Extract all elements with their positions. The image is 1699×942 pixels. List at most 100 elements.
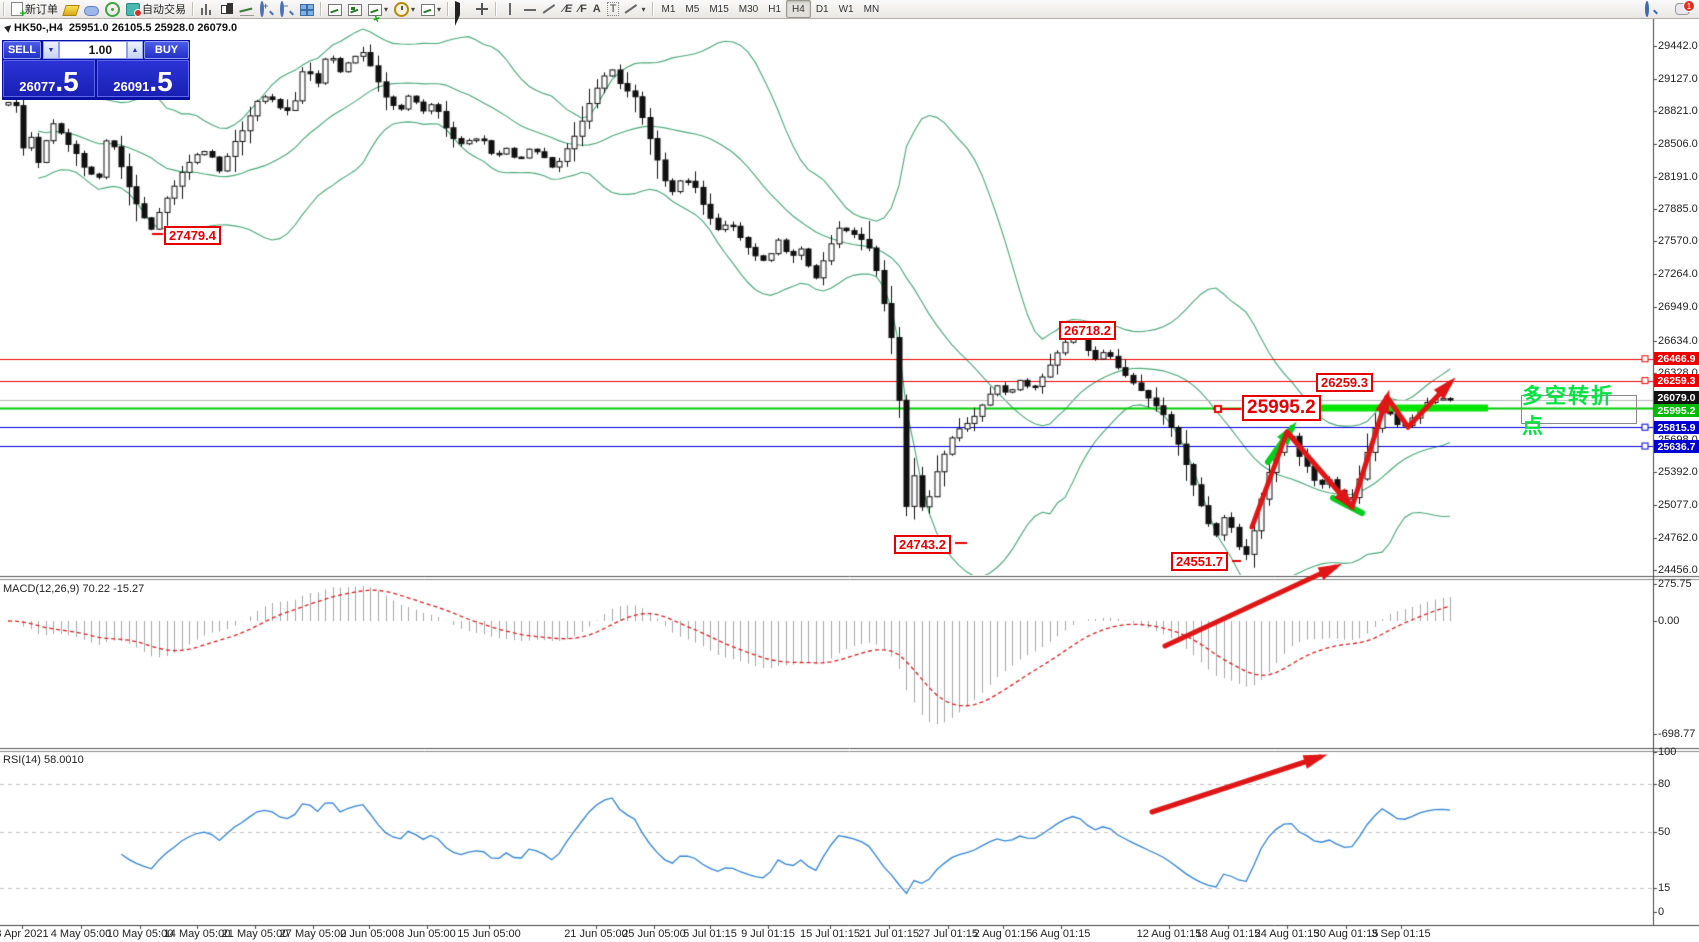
timeframe-m15[interactable]: M15 bbox=[709, 3, 729, 15]
toolbar-separator bbox=[447, 2, 450, 16]
signal-button[interactable] bbox=[102, 1, 123, 17]
annotation-text-object[interactable]: 多空转折点 bbox=[1521, 385, 1637, 438]
bar-chart-button[interactable] bbox=[197, 1, 217, 17]
fibonacci-icon: ⁄F bbox=[578, 3, 587, 15]
sell-button[interactable]: SELL bbox=[3, 41, 41, 59]
auto-scroll-icon bbox=[348, 3, 362, 16]
autotrading-icon bbox=[126, 2, 142, 17]
chat-icon: 1 bbox=[1675, 0, 1695, 15]
buy-price-fraction: .5 bbox=[149, 66, 173, 97]
autotrading-button[interactable]: 自动交易 bbox=[123, 1, 189, 17]
label-tool-button[interactable]: T bbox=[604, 1, 623, 17]
timeframe-m5[interactable]: M5 bbox=[685, 3, 700, 15]
toolbar-separator bbox=[3, 2, 5, 16]
toolbar-separator bbox=[651, 2, 654, 16]
fibonacci-button[interactable]: ⁄F bbox=[575, 1, 590, 17]
sell-price-fraction: .5 bbox=[55, 66, 79, 97]
new-order-icon bbox=[11, 2, 26, 19]
search-button[interactable] bbox=[1642, 1, 1662, 17]
cursor-button[interactable] bbox=[452, 1, 472, 26]
chart-price-label-26718.2[interactable]: 26718.2 bbox=[1059, 321, 1116, 340]
chart-shift-icon bbox=[328, 3, 342, 16]
new-order-button[interactable]: 新订单 bbox=[8, 1, 61, 19]
new-order-label: 新订单 bbox=[25, 4, 58, 16]
zoom-out-icon: − bbox=[280, 1, 288, 17]
clock-icon bbox=[394, 1, 410, 17]
timeframe-d1[interactable]: D1 bbox=[815, 3, 829, 15]
bar-chart-icon bbox=[200, 3, 214, 15]
crosshair-button[interactable] bbox=[472, 1, 492, 17]
label-tool-icon: T bbox=[606, 2, 620, 16]
trendline-icon bbox=[543, 3, 557, 15]
timeframe-mn[interactable]: MN bbox=[863, 3, 880, 15]
candle-chart-button[interactable] bbox=[217, 1, 237, 17]
tile-windows-icon bbox=[300, 3, 314, 16]
autotrading-label: 自动交易 bbox=[142, 4, 186, 16]
chart-price-label-25995.2[interactable]: 25995.2 bbox=[1242, 395, 1321, 421]
volume-increase-button[interactable]: ▲ bbox=[127, 41, 143, 59]
channel-button[interactable]: ⁄E bbox=[560, 1, 575, 17]
sell-price-display[interactable]: 26077 .5 bbox=[3, 60, 95, 97]
add-indicator-dropdown[interactable]: ▾ bbox=[365, 1, 391, 17]
volume-input[interactable]: 1.00 bbox=[59, 41, 127, 59]
chart-price-label-24743.2[interactable]: 24743.2 bbox=[894, 535, 951, 554]
shapes-icon bbox=[625, 3, 639, 15]
timeframe-m1[interactable]: M1 bbox=[661, 3, 676, 15]
chart-marker-icon bbox=[2, 23, 12, 33]
buy-price-display[interactable]: 26091 .5 bbox=[97, 60, 189, 97]
text-tool-button[interactable]: A bbox=[590, 1, 604, 17]
community-button[interactable] bbox=[81, 1, 102, 17]
timeframe-w1[interactable]: W1 bbox=[838, 3, 854, 15]
shapes-dropdown[interactable]: ▾ bbox=[622, 1, 648, 17]
template-dropdown[interactable]: ▾ bbox=[418, 1, 444, 17]
auto-scroll-button[interactable] bbox=[345, 1, 365, 17]
channel-icon: ⁄E bbox=[563, 3, 573, 15]
vertical-line-icon bbox=[503, 3, 517, 15]
vertical-line-button[interactable] bbox=[500, 1, 520, 17]
horizontal-line-button[interactable] bbox=[520, 1, 540, 17]
chart-price-label-24551.7[interactable]: 24551.7 bbox=[1171, 552, 1228, 571]
symbol-info: HK50-,H4 25951.0 26105.5 25928.0 26079.0 bbox=[2, 22, 243, 34]
line-chart-button[interactable] bbox=[237, 1, 257, 17]
tile-windows-button[interactable] bbox=[297, 1, 317, 17]
timeframe-group: M1 M5 M15 M30 H1 H4 D1 W1 MN bbox=[657, 0, 885, 18]
candle-chart-icon bbox=[220, 3, 234, 15]
search-icon bbox=[1645, 1, 1649, 17]
chart-price-label-26259.3[interactable]: 26259.3 bbox=[1316, 373, 1373, 392]
symbol-quote: 25951.0 26105.5 25928.0 26079.0 bbox=[68, 22, 238, 34]
timeframe-m30[interactable]: M30 bbox=[738, 3, 759, 15]
add-indicator-icon bbox=[368, 3, 382, 16]
trendline-button[interactable] bbox=[540, 1, 560, 17]
buy-price-main: 26091 bbox=[113, 79, 150, 94]
line-chart-icon bbox=[240, 3, 254, 16]
notification-badge: 1 bbox=[1683, 0, 1695, 12]
symbol-name: HK50-,H4 bbox=[14, 22, 63, 34]
toolbar-separator bbox=[192, 2, 194, 16]
timeframe-h4[interactable]: H4 bbox=[786, 0, 811, 18]
one-click-trading-panel: SELL ▼ 1.00 ▲ BUY 26077 .5 26091 .5 bbox=[2, 40, 190, 100]
signal-icon bbox=[105, 1, 120, 17]
highlighter-button[interactable] bbox=[61, 1, 81, 17]
chat-button[interactable]: 1 bbox=[1662, 0, 1695, 17]
crosshair-icon bbox=[475, 3, 489, 15]
cloud-icon bbox=[84, 5, 99, 16]
template-icon bbox=[421, 3, 436, 16]
volume-decrease-button[interactable]: ▼ bbox=[43, 41, 59, 59]
chart-price-label-27479.4[interactable]: 27479.4 bbox=[164, 226, 221, 245]
toolbar-separator bbox=[495, 2, 498, 16]
buy-button[interactable]: BUY bbox=[144, 41, 189, 59]
toolbar-separator bbox=[320, 2, 322, 16]
toolbar: 新订单 自动交易 + − ▾ ▾ ▾ ⁄E bbox=[0, 0, 1699, 26]
period-dropdown[interactable]: ▾ bbox=[391, 1, 418, 17]
horizontal-line-icon bbox=[523, 3, 537, 15]
cursor-icon bbox=[455, 1, 465, 26]
zoom-out-button[interactable]: − bbox=[277, 1, 297, 17]
sell-price-main: 26077 bbox=[19, 79, 56, 94]
timeframe-h1[interactable]: H1 bbox=[768, 3, 782, 15]
chart-shift-button[interactable] bbox=[325, 1, 345, 17]
zoom-in-button[interactable]: + bbox=[257, 1, 277, 17]
highlighter-icon bbox=[62, 4, 80, 16]
text-tool-icon: A bbox=[592, 3, 601, 15]
